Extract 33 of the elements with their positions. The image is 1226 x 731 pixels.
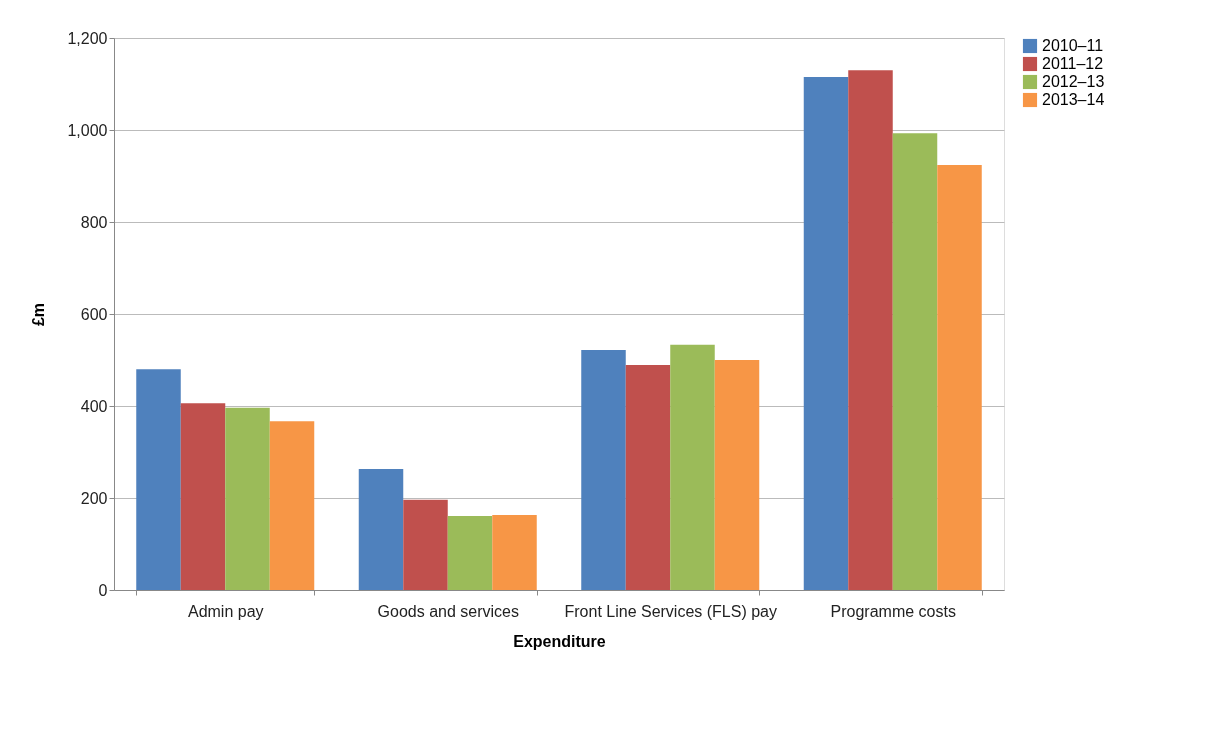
- bar: [180, 403, 226, 590]
- bar: [492, 515, 537, 590]
- bar: [670, 344, 715, 590]
- bar: [714, 360, 760, 590]
- y-tick-label: 1,200: [67, 29, 108, 47]
- bar: [848, 70, 893, 590]
- x-tick-label: Front Line Services (FLS) pay: [564, 602, 778, 620]
- bar: [269, 421, 315, 590]
- x-tick-label: Programme costs: [830, 602, 956, 620]
- legend-label: 2013–14: [1042, 91, 1105, 108]
- bar: [803, 77, 849, 590]
- y-tick-label: 1,000: [67, 121, 108, 139]
- y-tick-label: 600: [80, 305, 108, 323]
- legend-label: 2011–12: [1042, 55, 1104, 72]
- x-tick-label: Goods and services: [377, 602, 519, 620]
- x-axis-title: Expenditure: [513, 632, 606, 650]
- bar: [225, 407, 270, 590]
- legend-label: 2010–11: [1042, 37, 1104, 54]
- bar: [937, 164, 982, 590]
- x-tick-label: Admin pay: [187, 602, 264, 620]
- bar: [358, 469, 404, 590]
- bar: [403, 499, 448, 590]
- y-tick-label: 800: [80, 213, 108, 231]
- bar: [447, 515, 493, 590]
- y-tick-label: 0: [98, 581, 108, 599]
- bar: [892, 133, 938, 590]
- bar: [581, 349, 626, 590]
- bar: [625, 365, 671, 590]
- y-axis-title: £m: [30, 302, 48, 327]
- y-tick-label: 400: [80, 397, 108, 415]
- y-tick-label: 200: [80, 489, 108, 507]
- legend-label: 2012–13: [1042, 73, 1105, 90]
- bar: [136, 369, 181, 590]
